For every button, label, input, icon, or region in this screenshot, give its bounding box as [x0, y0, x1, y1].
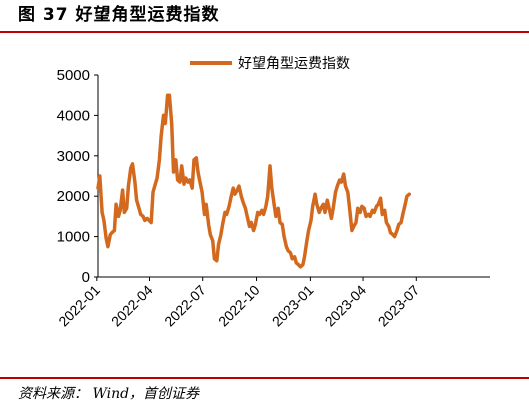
y-tick-label: 2000: [57, 188, 90, 205]
figure-title: 图 37 好望角型运费指数: [18, 5, 220, 25]
y-tick-label: 4000: [57, 107, 90, 124]
y-tick-label: 1000: [57, 229, 90, 246]
y-tick-label: 5000: [57, 67, 90, 84]
x-tick-label: 2023-04: [322, 282, 370, 330]
source-note: 资料来源： Wind，首创证券: [18, 386, 200, 402]
source-rule: [0, 377, 529, 379]
x-tick-label: 2023-07: [375, 282, 423, 330]
x-tick-label: 2022-07: [161, 282, 209, 330]
y-tick-label: 3000: [57, 148, 90, 165]
x-tick-label: 2022-04: [108, 282, 156, 330]
y-axis-ticks: 0 1000 2000 3000 4000 5000: [57, 67, 98, 286]
legend: 好望角型运费指数: [190, 56, 350, 72]
x-axis-ticks: 2022-01 2022-04 2022-07 2022-10 2023-01 2023-…: [55, 277, 423, 330]
axes: [97, 75, 490, 278]
x-tick-label: 2022-10: [215, 282, 263, 330]
series-group: [96, 93, 412, 269]
series-line: [96, 93, 412, 269]
y-tick-label: 0: [82, 269, 90, 286]
legend-label: 好望角型运费指数: [238, 56, 350, 72]
x-tick-label: 2022-01: [55, 282, 103, 330]
x-tick-label: 2023-01: [269, 282, 317, 330]
title-rule: [0, 31, 529, 33]
